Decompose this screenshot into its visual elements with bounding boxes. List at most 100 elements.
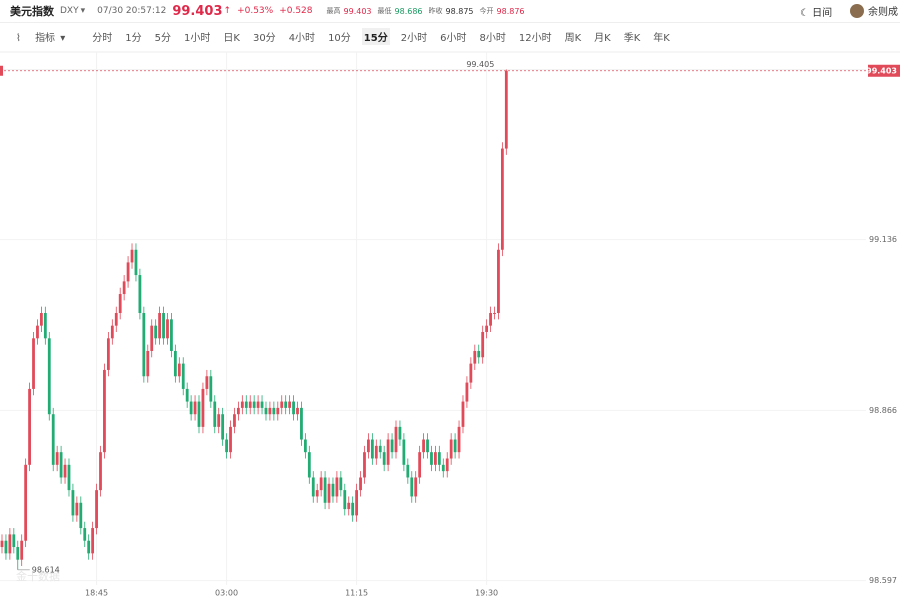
candle-body [40, 313, 43, 326]
candle-body [437, 452, 441, 465]
candle-body [173, 350, 177, 377]
theme-label[interactable]: 日间 [812, 8, 833, 19]
candle-body [189, 401, 193, 415]
user-name[interactable]: 余则成 [868, 7, 898, 18]
period-button[interactable]: 1小时 [184, 32, 211, 44]
candle-body [378, 445, 382, 453]
period-button[interactable]: 年K [653, 32, 670, 44]
period-button[interactable]: 10分 [328, 32, 351, 44]
candle-body [134, 249, 138, 276]
candle-body [162, 313, 165, 339]
toolbar: ⌇ 指标 ▾ 分时 1分 5分 1小时 日K 30分 4小时 10分 15分 2小时 6小时 8小时 1… [0, 26, 900, 46]
candle-body [252, 401, 256, 408]
high-label: 最高 [326, 7, 341, 15]
candle-body [367, 439, 370, 453]
candle-body [284, 401, 288, 408]
candle-body [426, 439, 429, 453]
candle-body [465, 382, 469, 402]
candle-body [24, 464, 28, 541]
candle-body [114, 313, 118, 326]
candle-body [177, 363, 181, 377]
candle-body [79, 502, 83, 529]
indicator-label[interactable]: 指标 [35, 32, 56, 44]
candle-body [209, 376, 213, 402]
candle-body [260, 401, 264, 408]
quote-time: 07/30 20:57:12 [97, 6, 167, 16]
candle-body [307, 452, 311, 478]
header: 美元指数 DXY ▾ 07/30 20:57:12 99.403 ↑ +0.53% … [0, 0, 900, 23]
period-button[interactable]: 月K [594, 32, 611, 44]
candle-body [110, 325, 114, 339]
candle-body [32, 338, 35, 389]
period-button[interactable]: 日K [223, 32, 240, 44]
period-button[interactable]: 30分 [252, 32, 276, 44]
candle-body [150, 325, 154, 351]
candle-body [118, 294, 122, 314]
period-button[interactable]: 周K [564, 32, 582, 44]
period-button[interactable]: 分时 [92, 32, 113, 44]
candle-body [414, 477, 418, 497]
candle-body [311, 477, 315, 497]
theme-toggle[interactable]: ☾ 日间 [800, 8, 833, 19]
period-button[interactable]: 4小时 [288, 32, 316, 44]
candle-body [268, 407, 272, 415]
period-button[interactable]: 15分 [361, 27, 390, 45]
period-button[interactable]: 12小时 [518, 32, 552, 44]
dropdown-icon[interactable]: ▾ [80, 6, 86, 16]
candle-body [355, 490, 358, 516]
period-button[interactable]: 6小时 [440, 32, 467, 44]
candle-body [469, 363, 473, 383]
candle-body [457, 426, 461, 453]
candle-body [347, 502, 351, 510]
candle-body [398, 426, 402, 440]
candle-body [276, 407, 280, 415]
candle-body [296, 407, 299, 415]
candle-body [55, 452, 59, 465]
user[interactable]: 余则成 [850, 3, 898, 18]
candle-body [91, 528, 95, 554]
candle-body [20, 540, 24, 560]
high-marker-label: 99.405 [466, 60, 494, 69]
candle-body [213, 401, 217, 427]
candle-body [28, 388, 31, 465]
candle-body [280, 401, 284, 408]
left-marker [0, 65, 3, 76]
candle-body [229, 426, 232, 453]
candle-body [240, 401, 244, 408]
candle-body [221, 414, 225, 440]
avatar[interactable] [850, 3, 864, 18]
candle-body [406, 464, 410, 478]
candle-body [99, 452, 102, 491]
candle-body [461, 401, 465, 427]
candle-body [351, 502, 355, 516]
candle-body [327, 483, 331, 503]
candle-body [75, 502, 79, 516]
open-value: 98.876 [496, 6, 525, 16]
candle-body [493, 313, 496, 315]
candle-body [12, 534, 16, 548]
period-button[interactable]: 季K [623, 32, 641, 44]
indicator-button[interactable]: ⌇ 指标 ▾ [16, 32, 66, 44]
period-button[interactable]: 1分 [125, 32, 142, 44]
candle-body [237, 407, 240, 415]
candle-body [319, 477, 323, 491]
candle-body [154, 325, 158, 339]
symbol-code[interactable]: DXY [60, 6, 79, 16]
candle-body [103, 369, 106, 453]
candle-body [126, 262, 130, 282]
candle-body [489, 313, 492, 326]
candle-body [59, 452, 63, 478]
last-price-box [868, 64, 900, 77]
candle-body [390, 439, 394, 453]
period-button[interactable]: 2小时 [400, 32, 428, 44]
prev-label: 昨收 [428, 7, 443, 15]
symbol-name: 美元指数 [10, 5, 54, 18]
candle-body [87, 540, 91, 554]
period-button[interactable]: 5分 [154, 32, 172, 44]
candle-body [410, 477, 414, 497]
candle-body [481, 331, 485, 358]
candle-body [95, 490, 98, 529]
period-button[interactable]: 8小时 [479, 32, 506, 44]
candle-body [158, 313, 161, 339]
